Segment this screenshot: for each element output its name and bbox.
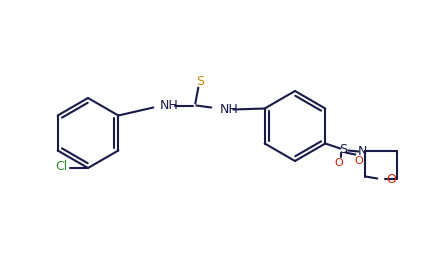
Text: S: S: [339, 143, 347, 156]
Text: O: O: [354, 156, 363, 166]
Text: S: S: [196, 75, 205, 88]
Text: Cl: Cl: [55, 160, 67, 173]
Text: O: O: [334, 157, 343, 167]
Text: O: O: [386, 173, 396, 186]
Text: NH: NH: [160, 99, 178, 112]
Text: NH: NH: [219, 103, 238, 116]
Text: N: N: [357, 145, 367, 158]
